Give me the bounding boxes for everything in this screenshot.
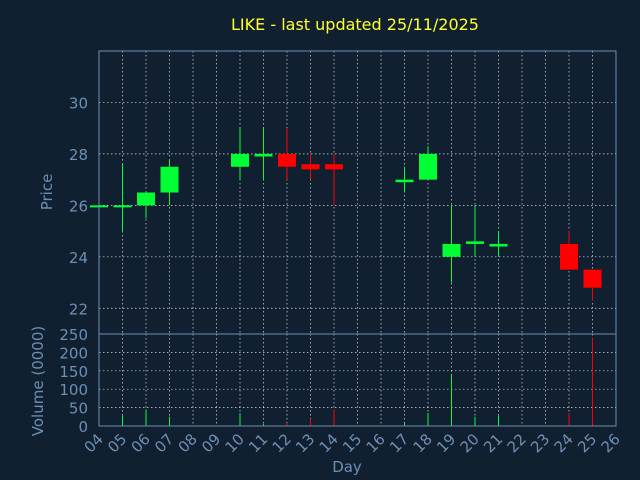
candle-body	[278, 153, 296, 167]
volume-axis-label: Volume (0000)	[29, 326, 47, 436]
price-tick-label: 28	[69, 146, 88, 164]
candle-body	[325, 164, 343, 170]
price-yticks: 22 24 26 28 30	[69, 94, 88, 318]
candles	[90, 128, 602, 301]
volume-tick-label: 50	[69, 400, 88, 418]
price-axis-label: Price	[38, 174, 56, 211]
candle-body	[160, 166, 179, 193]
candle-body	[231, 153, 249, 167]
volume-tick-label: 150	[59, 363, 88, 381]
candle-body	[301, 164, 320, 170]
volume-bars	[122, 337, 593, 426]
price-tick-label: 26	[69, 197, 88, 215]
candle-body	[137, 192, 155, 206]
price-tick-label: 24	[69, 249, 88, 267]
candle-body	[489, 243, 508, 247]
candle-body	[583, 269, 602, 288]
volume-tick-label: 0	[78, 418, 88, 436]
chart-title: LIKE - last updated 25/11/2025	[231, 15, 479, 34]
volume-panel-frame	[98, 333, 617, 427]
candle-body	[254, 153, 273, 157]
volume-tick-label: 250	[59, 326, 88, 344]
candle-body	[442, 243, 461, 257]
x-axis-label: Day	[332, 458, 362, 476]
volume-tick-label: 100	[59, 381, 88, 399]
price-tick-label: 30	[69, 94, 88, 112]
candle-body	[113, 205, 132, 208]
candle-body	[466, 241, 484, 244]
volume-tick-label: 200	[59, 344, 88, 362]
price-tick-label: 22	[69, 300, 88, 318]
candle-body	[560, 243, 578, 270]
candle-body	[419, 153, 437, 180]
xticks: 0405060708091011121314151617181920212223…	[81, 430, 624, 456]
candle-body	[395, 179, 414, 183]
